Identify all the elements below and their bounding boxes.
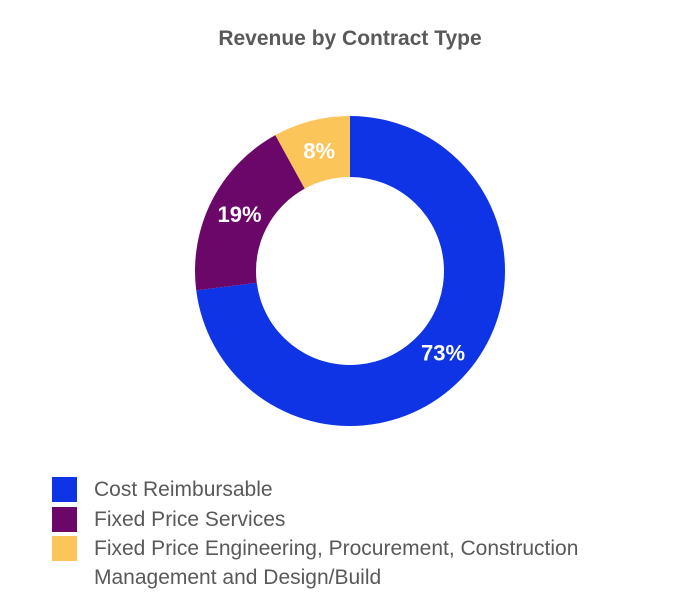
legend-item-cost-reimbursable: Cost Reimbursable <box>52 476 672 505</box>
donut-slice-fixed-price-engineering-procurement-cons <box>275 116 350 189</box>
donut-chart: 73% 19% 8% <box>194 116 505 426</box>
legend: Cost Reimbursable Fixed Price Services F… <box>52 476 672 593</box>
legend-swatch <box>52 536 77 561</box>
chart-title: Revenue by Contract Type <box>218 27 482 50</box>
legend-label: Fixed Price Services <box>94 507 286 531</box>
data-label: 73% <box>421 341 465 366</box>
legend-swatch <box>52 506 77 532</box>
legend-label: Cost Reimbursable <box>94 478 273 501</box>
data-label: 19% <box>217 202 261 227</box>
legend-label: Fixed Price Engineering, Procurement, Co… <box>94 537 579 589</box>
data-label: 8% <box>303 138 335 163</box>
donut-slice-cost-reimbursable <box>196 116 505 426</box>
legend-item-fixed-price-epc: Fixed Price Engineering, Procurement, Co… <box>52 535 672 592</box>
donut-slice-fixed-price-services <box>194 135 305 291</box>
legend-item-fixed-price-services: Fixed Price Services <box>52 506 672 535</box>
legend-swatch <box>52 477 77 502</box>
